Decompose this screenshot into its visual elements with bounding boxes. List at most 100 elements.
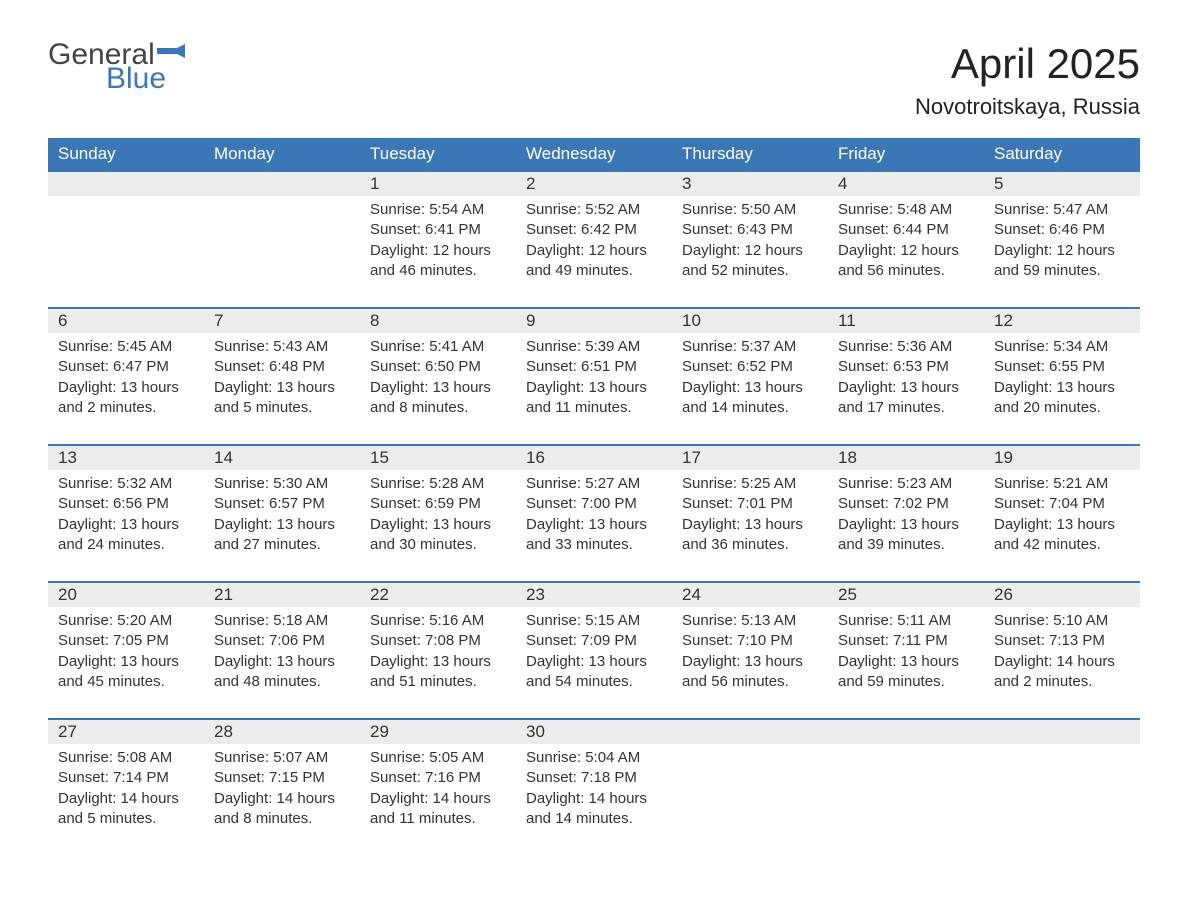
calendar-table: SundayMondayTuesdayWednesdayThursdayFrid… — [48, 138, 1140, 855]
day-sunset: Sunset: 7:09 PM — [526, 631, 662, 651]
day-sunrise: Sunrise: 5:28 AM — [370, 474, 506, 494]
day-daylight1: Daylight: 14 hours — [58, 789, 194, 809]
day-sunrise: Sunrise: 5:54 AM — [370, 200, 506, 220]
day-daylight1: Daylight: 13 hours — [526, 378, 662, 398]
day-daylight2: and 20 minutes. — [994, 398, 1130, 418]
day-details-cell: Sunrise: 5:41 AMSunset: 6:50 PMDaylight:… — [360, 333, 516, 445]
day-number: 11 — [828, 309, 984, 333]
day-number: 23 — [516, 583, 672, 607]
day-number: 9 — [516, 309, 672, 333]
day-sunrise: Sunrise: 5:48 AM — [838, 200, 974, 220]
day-number-cell: 1 — [360, 171, 516, 196]
day-sunrise: Sunrise: 5:39 AM — [526, 337, 662, 357]
day-daylight2: and 8 minutes. — [214, 809, 350, 829]
day-number-cell: 15 — [360, 445, 516, 470]
day-number-cell: 14 — [204, 445, 360, 470]
day-sunset: Sunset: 7:14 PM — [58, 768, 194, 788]
day-daylight1: Daylight: 13 hours — [370, 515, 506, 535]
day-sunset: Sunset: 6:43 PM — [682, 220, 818, 240]
day-number: 5 — [984, 172, 1140, 196]
day-daylight1: Daylight: 13 hours — [370, 652, 506, 672]
title-block: April 2025 Novotroitskaya, Russia — [915, 40, 1140, 120]
logo-text-blue: Blue — [106, 64, 187, 94]
day-daylight2: and 46 minutes. — [370, 261, 506, 281]
day-daylight1: Daylight: 13 hours — [214, 515, 350, 535]
day-sunrise: Sunrise: 5:05 AM — [370, 748, 506, 768]
day-number-cell: 3 — [672, 171, 828, 196]
logo: General Blue — [48, 40, 187, 94]
day-daylight2: and 27 minutes. — [214, 535, 350, 555]
day-number-cell: 21 — [204, 582, 360, 607]
day-sunrise: Sunrise: 5:07 AM — [214, 748, 350, 768]
day-daylight1: Daylight: 13 hours — [214, 652, 350, 672]
day-number-cell: 20 — [48, 582, 204, 607]
day-number-cell: 6 — [48, 308, 204, 333]
day-daylight2: and 36 minutes. — [682, 535, 818, 555]
day-daylight2: and 30 minutes. — [370, 535, 506, 555]
day-sunset: Sunset: 6:55 PM — [994, 357, 1130, 377]
day-sunrise: Sunrise: 5:18 AM — [214, 611, 350, 631]
weekday-header: Tuesday — [360, 138, 516, 171]
day-daylight2: and 11 minutes. — [370, 809, 506, 829]
day-daylight2: and 14 minutes. — [526, 809, 662, 829]
day-details-cell: Sunrise: 5:45 AMSunset: 6:47 PMDaylight:… — [48, 333, 204, 445]
day-daylight2: and 2 minutes. — [994, 672, 1130, 692]
weekday-header: Thursday — [672, 138, 828, 171]
day-number-cell: 22 — [360, 582, 516, 607]
day-daylight1: Daylight: 13 hours — [682, 515, 818, 535]
day-number-cell: 5 — [984, 171, 1140, 196]
day-sunset: Sunset: 7:04 PM — [994, 494, 1130, 514]
day-daylight2: and 56 minutes. — [838, 261, 974, 281]
day-daylight2: and 33 minutes. — [526, 535, 662, 555]
day-details-cell — [672, 744, 828, 855]
day-number-cell — [828, 719, 984, 744]
page-title: April 2025 — [915, 40, 1140, 88]
day-sunset: Sunset: 7:15 PM — [214, 768, 350, 788]
day-daylight2: and 54 minutes. — [526, 672, 662, 692]
day-details-cell: Sunrise: 5:05 AMSunset: 7:16 PMDaylight:… — [360, 744, 516, 855]
day-number-cell — [48, 171, 204, 196]
day-sunset: Sunset: 6:48 PM — [214, 357, 350, 377]
day-details-cell: Sunrise: 5:28 AMSunset: 6:59 PMDaylight:… — [360, 470, 516, 582]
day-daylight2: and 59 minutes. — [994, 261, 1130, 281]
day-sunrise: Sunrise: 5:16 AM — [370, 611, 506, 631]
day-daylight1: Daylight: 13 hours — [58, 652, 194, 672]
day-number-cell: 23 — [516, 582, 672, 607]
day-number: 22 — [360, 583, 516, 607]
day-number: 15 — [360, 446, 516, 470]
day-sunset: Sunset: 6:41 PM — [370, 220, 506, 240]
day-details-cell: Sunrise: 5:23 AMSunset: 7:02 PMDaylight:… — [828, 470, 984, 582]
day-daylight2: and 59 minutes. — [838, 672, 974, 692]
day-number-cell: 28 — [204, 719, 360, 744]
day-number — [984, 720, 1140, 744]
day-daylight2: and 24 minutes. — [58, 535, 194, 555]
day-number: 8 — [360, 309, 516, 333]
day-daylight2: and 39 minutes. — [838, 535, 974, 555]
day-daylight2: and 45 minutes. — [58, 672, 194, 692]
day-number-cell — [204, 171, 360, 196]
day-daylight1: Daylight: 13 hours — [994, 378, 1130, 398]
day-number: 20 — [48, 583, 204, 607]
day-sunset: Sunset: 7:11 PM — [838, 631, 974, 651]
day-number-cell: 18 — [828, 445, 984, 470]
day-number: 10 — [672, 309, 828, 333]
day-daylight1: Daylight: 14 hours — [370, 789, 506, 809]
day-number-cell — [984, 719, 1140, 744]
day-number: 17 — [672, 446, 828, 470]
day-sunset: Sunset: 7:18 PM — [526, 768, 662, 788]
day-number-cell: 25 — [828, 582, 984, 607]
day-sunrise: Sunrise: 5:27 AM — [526, 474, 662, 494]
day-daylight1: Daylight: 13 hours — [58, 378, 194, 398]
day-details-cell: Sunrise: 5:37 AMSunset: 6:52 PMDaylight:… — [672, 333, 828, 445]
day-sunrise: Sunrise: 5:10 AM — [994, 611, 1130, 631]
day-number-cell: 26 — [984, 582, 1140, 607]
day-sunrise: Sunrise: 5:45 AM — [58, 337, 194, 357]
day-daylight2: and 17 minutes. — [838, 398, 974, 418]
day-details-cell — [828, 744, 984, 855]
day-daylight2: and 8 minutes. — [370, 398, 506, 418]
day-daylight1: Daylight: 13 hours — [838, 378, 974, 398]
day-number — [672, 720, 828, 744]
day-details-cell: Sunrise: 5:39 AMSunset: 6:51 PMDaylight:… — [516, 333, 672, 445]
day-number: 6 — [48, 309, 204, 333]
weekday-header: Saturday — [984, 138, 1140, 171]
